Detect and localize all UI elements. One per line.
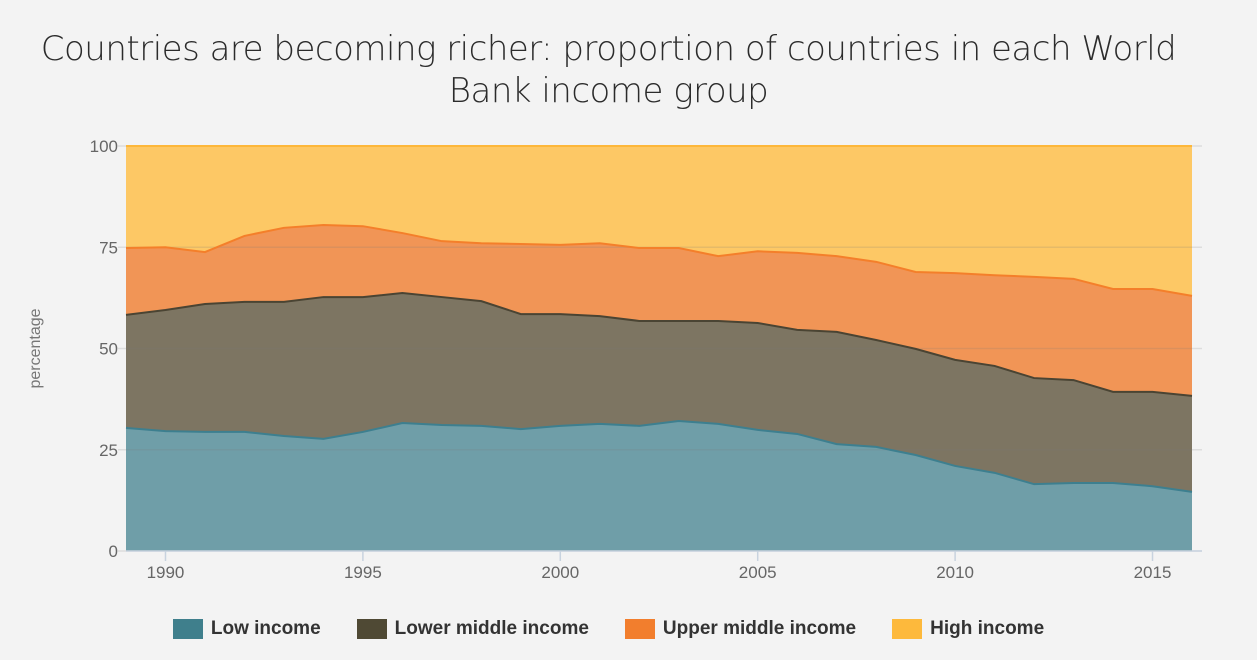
area-high-income — [126, 146, 1192, 296]
legend-label: Upper middle income — [662, 618, 857, 639]
x-tick-label: 2015 — [1134, 563, 1172, 582]
y-tick-label: 75 — [99, 238, 118, 257]
chart-title: Countries are becoming richer: proportio… — [40, 29, 1177, 111]
area-low-income — [126, 420, 1192, 551]
area-upper-middle-income — [126, 224, 1192, 396]
x-tick-label: 1995 — [344, 563, 382, 582]
legend-item[interactable]: Upper middle income — [624, 618, 857, 640]
legend-swatch — [624, 619, 655, 639]
series-line-lower-middle-income — [125, 292, 1193, 397]
stacked-area-chart: 0 25 50 75 100 1990 1995 2000 2005 2010 2015 percen… — [27, 137, 1202, 582]
legend: Low income Lower middle income Upper middl… — [0, 618, 1217, 640]
legend-label: Low income — [210, 618, 321, 639]
y-tick-label: 50 — [99, 340, 118, 359]
legend-swatch — [356, 619, 387, 639]
series-line-upper-middle-income — [125, 223, 1193, 297]
y-tick-label: 25 — [99, 441, 118, 460]
legend-swatch — [172, 619, 203, 639]
legend-item[interactable]: High income — [892, 618, 1044, 640]
x-tick-label: 2000 — [541, 563, 579, 582]
legend-item[interactable]: Low income — [172, 618, 321, 640]
area-lower-middle-income — [126, 293, 1192, 492]
y-tick-label: 100 — [90, 137, 118, 156]
legend-label: High income — [930, 618, 1045, 639]
x-tick-label: 1990 — [147, 563, 185, 582]
y-tick-label: 0 — [109, 542, 118, 561]
legend-swatch — [892, 619, 923, 639]
legend-label: Lower middle income — [394, 618, 589, 639]
y-axis-label: percentage — [27, 308, 44, 388]
x-tick-label: 2010 — [936, 563, 974, 582]
x-tick-label: 2005 — [739, 563, 777, 582]
series-line-low-income — [125, 419, 1193, 493]
legend-item[interactable]: Lower middle income — [356, 618, 589, 640]
